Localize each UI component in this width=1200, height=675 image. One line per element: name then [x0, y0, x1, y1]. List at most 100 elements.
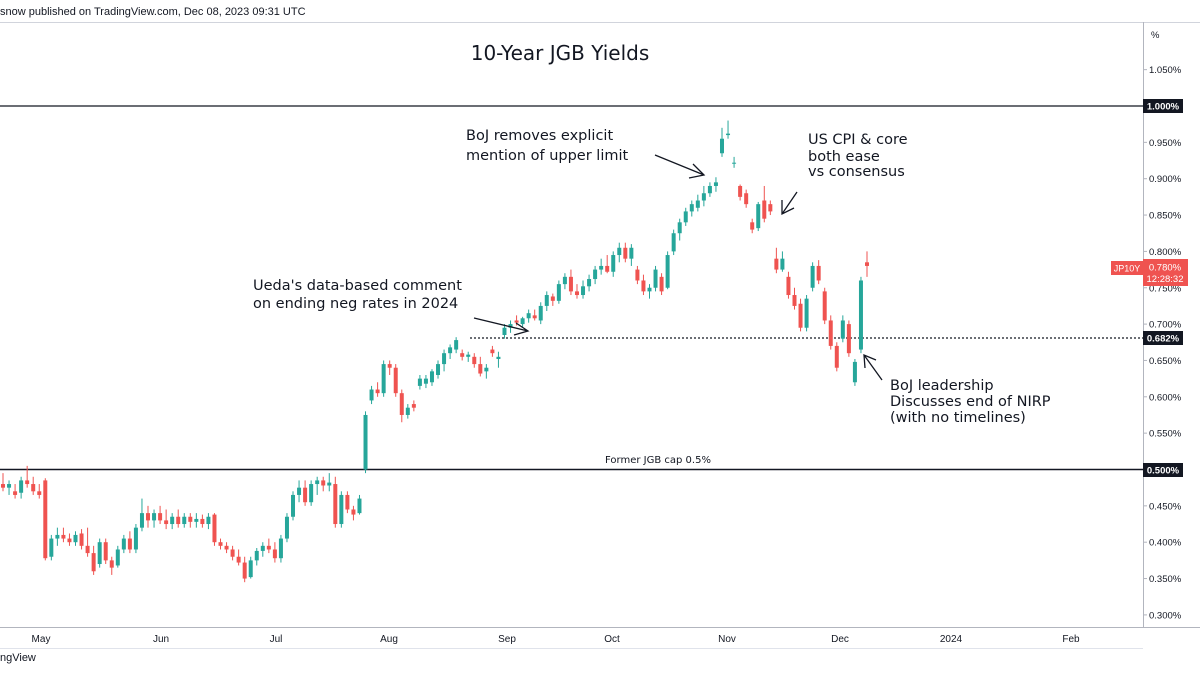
candle-down: [762, 200, 767, 219]
candle-down: [514, 320, 519, 323]
candle-up: [248, 560, 253, 578]
candle-up: [339, 494, 344, 525]
candle-down: [79, 533, 84, 546]
x-tick-label: Jul: [270, 634, 283, 645]
candle-down: [472, 356, 477, 365]
candle-down: [212, 514, 217, 543]
price-label-1000-bg: [1143, 99, 1183, 113]
candle-down: [375, 389, 380, 394]
candle-up: [732, 162, 737, 164]
price-label-0500: 0.500%: [1147, 466, 1180, 477]
candle-down: [798, 303, 803, 328]
candle-up: [701, 193, 706, 201]
candle-down: [158, 513, 163, 521]
candle-down: [460, 353, 465, 357]
candle-down: [25, 480, 30, 485]
candle-down: [635, 269, 640, 281]
candle-up: [562, 276, 567, 285]
candle-down: [399, 393, 404, 415]
candles: [1, 120, 869, 583]
candle-down: [792, 295, 797, 306]
candle-down: [768, 204, 773, 212]
candle-up: [466, 354, 471, 357]
candle-up: [689, 204, 694, 212]
candle-up: [683, 211, 688, 223]
candle-up: [49, 538, 54, 557]
candle-up: [599, 265, 604, 270]
candle-down: [744, 193, 749, 205]
annotation-arrows: [473, 154, 883, 381]
candle-down: [146, 513, 151, 521]
candle-down: [61, 534, 66, 539]
candle-down: [411, 404, 416, 408]
candle-up: [297, 487, 302, 495]
candle-up: [442, 353, 447, 365]
candle-up: [629, 247, 634, 259]
y-tick-label: 0.400%: [1149, 538, 1182, 549]
x-tick-label: Feb: [1062, 634, 1080, 645]
candle-down: [605, 265, 610, 272]
candle-up: [133, 527, 138, 550]
candle-up: [502, 327, 507, 336]
x-tick-label: Sep: [498, 634, 516, 645]
candle-up: [581, 286, 586, 296]
candle-down: [85, 545, 90, 554]
candle-up: [780, 258, 785, 270]
candle-up: [756, 204, 761, 229]
candle-up: [593, 269, 598, 280]
candle-up: [448, 347, 453, 354]
candle-up: [719, 138, 724, 154]
annotation-boj-upper-limit-line2: mention of upper limit: [466, 148, 629, 164]
y-tick-label: 0.550%: [1149, 429, 1182, 440]
x-tick-label: Jun: [153, 634, 169, 645]
symbol-tag-bg: [1111, 261, 1143, 275]
candle-up: [804, 298, 809, 328]
annotation-us-cpi-line3: vs consensus: [808, 164, 905, 180]
candle-down: [91, 553, 96, 572]
candle-down: [37, 491, 42, 495]
candle-down: [834, 345, 839, 368]
y-tick-label: 0.900%: [1149, 174, 1182, 185]
candle-up: [677, 222, 682, 234]
y-tick-label: 0.450%: [1149, 501, 1182, 512]
candle-down: [828, 320, 833, 346]
candle-up: [260, 545, 265, 551]
candle-down: [641, 280, 646, 292]
candle-down: [321, 480, 326, 486]
x-tick-label: Aug: [380, 634, 398, 645]
y-tick-label: 0.950%: [1149, 138, 1182, 149]
candle-up: [363, 414, 368, 470]
price-label-0682-bg: [1143, 331, 1183, 345]
publish-info: snow published on TradingView.com, Dec 0…: [0, 6, 306, 18]
annotation-us-cpi-line2: both ease: [808, 149, 880, 165]
y-tick-label: 1.050%: [1149, 65, 1182, 76]
candle-up: [707, 185, 712, 194]
candle-up: [544, 295, 549, 306]
candle-down: [176, 516, 181, 525]
y-tick-label: 0.700%: [1149, 320, 1182, 331]
annotation-boj-leadership-line2: Discusses end of NIRP: [890, 394, 1051, 410]
candle-down: [478, 364, 483, 374]
candle-up: [291, 494, 296, 517]
candle-up: [417, 378, 422, 386]
candle-up: [405, 407, 410, 415]
candle-up: [423, 378, 428, 384]
candle-down: [67, 538, 72, 543]
candle-up: [7, 484, 12, 488]
y-tick-label: 0.300%: [1149, 610, 1182, 621]
candle-up: [840, 320, 845, 339]
candle-down: [387, 364, 392, 368]
candle-down: [266, 545, 271, 550]
candle-up: [152, 513, 157, 521]
last-price-countdown: 12:28:32: [1147, 274, 1184, 285]
candle-up: [484, 367, 489, 372]
candle-up: [617, 247, 622, 256]
candle-up: [254, 550, 259, 561]
annotation-us-cpi-line1: US CPI & core: [808, 132, 908, 148]
y-tick-label: 0.750%: [1149, 283, 1182, 294]
candle-down: [774, 258, 779, 270]
candle-up: [309, 484, 314, 503]
candle-up: [587, 279, 592, 287]
candle-up: [19, 480, 24, 493]
